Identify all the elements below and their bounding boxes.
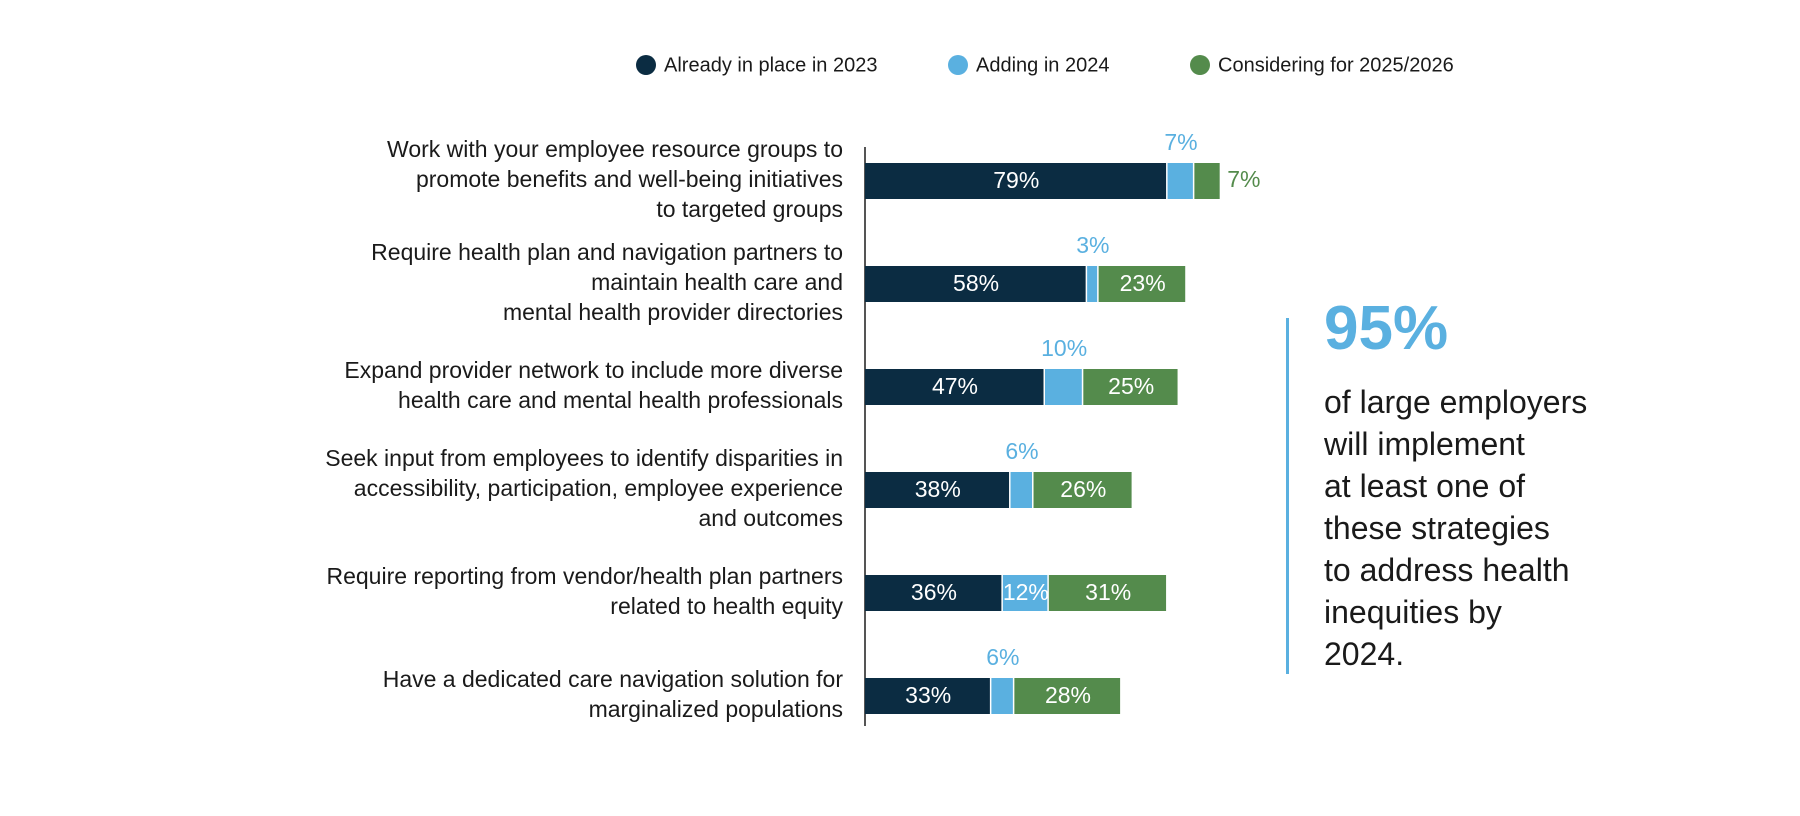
callout-line: at least one of [1324, 468, 1526, 504]
data-label: 28% [1045, 682, 1091, 708]
category-label: promote benefits and well-being initiati… [416, 166, 843, 192]
callout-text: of large employers will implement at lea… [1324, 381, 1624, 675]
callout-line: inequities by [1324, 594, 1502, 630]
bar-segment [1083, 369, 1178, 405]
data-label: 79% [993, 167, 1039, 193]
bar-segment [865, 369, 1044, 405]
category-label: to targeted groups [656, 196, 843, 222]
data-label: 7% [1164, 129, 1197, 155]
category-label: related to health equity [610, 593, 843, 619]
data-label: 10% [1041, 335, 1087, 361]
category-label: Expand provider network to include more … [344, 357, 843, 383]
data-label: 6% [1005, 438, 1038, 464]
data-label: 7% [1227, 166, 1260, 192]
legend-marker [636, 55, 656, 75]
category-label: marginalized populations [589, 696, 843, 722]
category-label: maintain health care and [591, 269, 843, 295]
category-label: Work with your employee resource groups … [387, 136, 843, 162]
data-label: 26% [1060, 476, 1106, 502]
category-label: health care and mental health profession… [398, 387, 843, 413]
bar-segment [1014, 678, 1121, 714]
category-label: and outcomes [699, 505, 843, 531]
data-label: 12% [1003, 579, 1049, 605]
data-label: 33% [905, 682, 951, 708]
bar-segment [1010, 472, 1033, 508]
bar-segment [865, 163, 1167, 199]
category-label: mental health provider directories [503, 299, 843, 325]
bar-segment [1194, 163, 1220, 199]
category-label: Require reporting from vendor/health pla… [326, 563, 843, 589]
callout-line: 2024. [1324, 636, 1405, 672]
bar-segment [1002, 575, 1048, 611]
legend-marker [948, 55, 968, 75]
legend-label: Already in place in 2023 [664, 54, 877, 76]
data-label: 3% [1076, 232, 1109, 258]
bar-segment [1167, 163, 1193, 199]
category-label: accessibility, participation, employee e… [354, 475, 843, 501]
bar-segment [865, 575, 1002, 611]
bar-segment [1098, 266, 1186, 302]
legend-label: Considering for 2025/2026 [1218, 54, 1454, 76]
data-label: 23% [1120, 270, 1166, 296]
callout-line: of large employers [1324, 384, 1588, 420]
legend-marker [1190, 55, 1210, 75]
bar-segment [865, 266, 1086, 302]
callout-stat: 95% [1324, 294, 1449, 363]
data-label: 36% [911, 579, 957, 605]
data-label: 38% [915, 476, 961, 502]
callout-divider [1286, 318, 1289, 674]
data-label: 58% [953, 270, 999, 296]
category-label: Have a dedicated care navigation solutio… [383, 666, 844, 692]
callout-line: these strategies [1324, 510, 1550, 546]
category-label: Require health plan and navigation partn… [371, 239, 843, 265]
bar-segment [1033, 472, 1132, 508]
legend-label: Adding in 2024 [976, 54, 1109, 76]
data-label: 47% [932, 373, 978, 399]
bar-segment [1045, 369, 1082, 405]
bar-segment [1048, 575, 1167, 611]
callout-line: to address health [1324, 552, 1570, 588]
bar-segment [865, 678, 990, 714]
data-label: 31% [1085, 579, 1131, 605]
data-label: 25% [1108, 373, 1154, 399]
category-label: Seek input from employees to identify di… [325, 445, 843, 471]
callout-line: will implement [1324, 426, 1525, 462]
data-label: 6% [986, 644, 1019, 670]
bar-segment [865, 472, 1010, 508]
bar-segment [1087, 266, 1098, 302]
bar-segment [991, 678, 1013, 714]
